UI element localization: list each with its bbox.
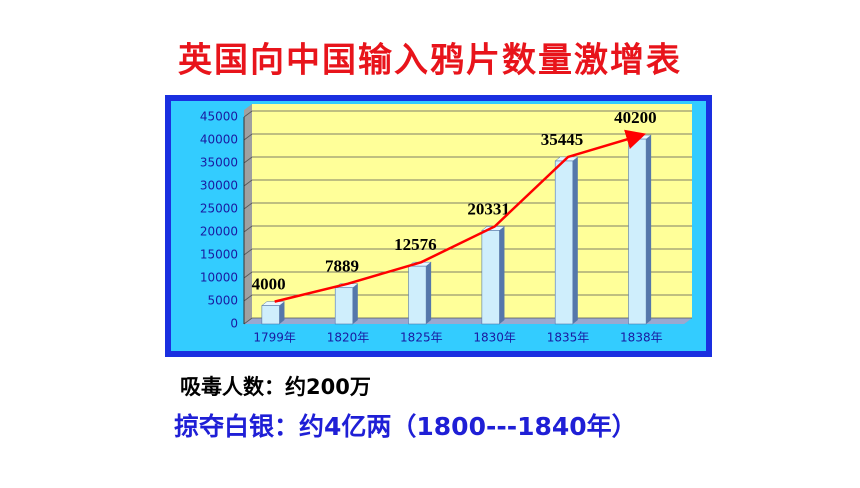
plot-area (252, 104, 692, 318)
data-label: 7889 (325, 257, 359, 276)
y-tick-label: 20000 (200, 225, 238, 239)
annotation: 掠夺白银：约4亿两（1800---1840年） (174, 412, 637, 441)
grid-line (243, 225, 692, 233)
grid-line (243, 202, 692, 210)
grid-line (243, 317, 692, 325)
grid-line (243, 156, 692, 164)
x-tick-label: 1820年 (327, 331, 370, 345)
annotation: 吸毒人数：约200万 (180, 375, 371, 399)
grid-line (243, 271, 692, 279)
y-tick-label: 30000 (200, 179, 238, 193)
y-tick-label: 10000 (200, 271, 238, 285)
y-tick-label: 25000 (200, 202, 238, 216)
bar-side (279, 301, 285, 324)
data-label: 20331 (467, 199, 510, 218)
x-tick-label: 1799年 (253, 331, 296, 345)
data-label: 12576 (394, 235, 437, 254)
grid-line (243, 110, 692, 118)
data-label: 35445 (541, 130, 584, 149)
y-tick-label: 5000 (207, 294, 238, 308)
bar-side (352, 283, 358, 324)
bar (481, 230, 500, 325)
data-label: 40200 (614, 108, 657, 127)
x-tick-label: 1835年 (547, 331, 590, 345)
grid-line (243, 248, 692, 256)
y-tick-label: 40000 (200, 133, 238, 147)
bar (408, 265, 427, 325)
trend-line (274, 129, 647, 303)
floor (244, 318, 692, 324)
bar (628, 138, 647, 325)
bar-side (499, 226, 505, 324)
y-tick-label: 45000 (200, 110, 238, 124)
y-tick-label: 35000 (200, 156, 238, 170)
grid-line (243, 294, 692, 302)
y-tick-label: 15000 (200, 248, 238, 262)
x-tick-label: 1830年 (473, 331, 516, 345)
chart-title: 英国向中国输入鸦片数量激增表 (178, 41, 682, 81)
x-tick-label: 1825年 (400, 331, 443, 345)
x-tick-label: 1838年 (620, 331, 663, 345)
bar (554, 160, 574, 325)
bar-side (426, 262, 432, 324)
grid-line (243, 133, 692, 141)
y-tick-label: 0 (230, 317, 238, 331)
bar (334, 287, 354, 325)
bar (261, 305, 280, 325)
bar-side (572, 156, 578, 324)
data-label: 4000 (252, 275, 286, 294)
bar-side (646, 135, 652, 324)
